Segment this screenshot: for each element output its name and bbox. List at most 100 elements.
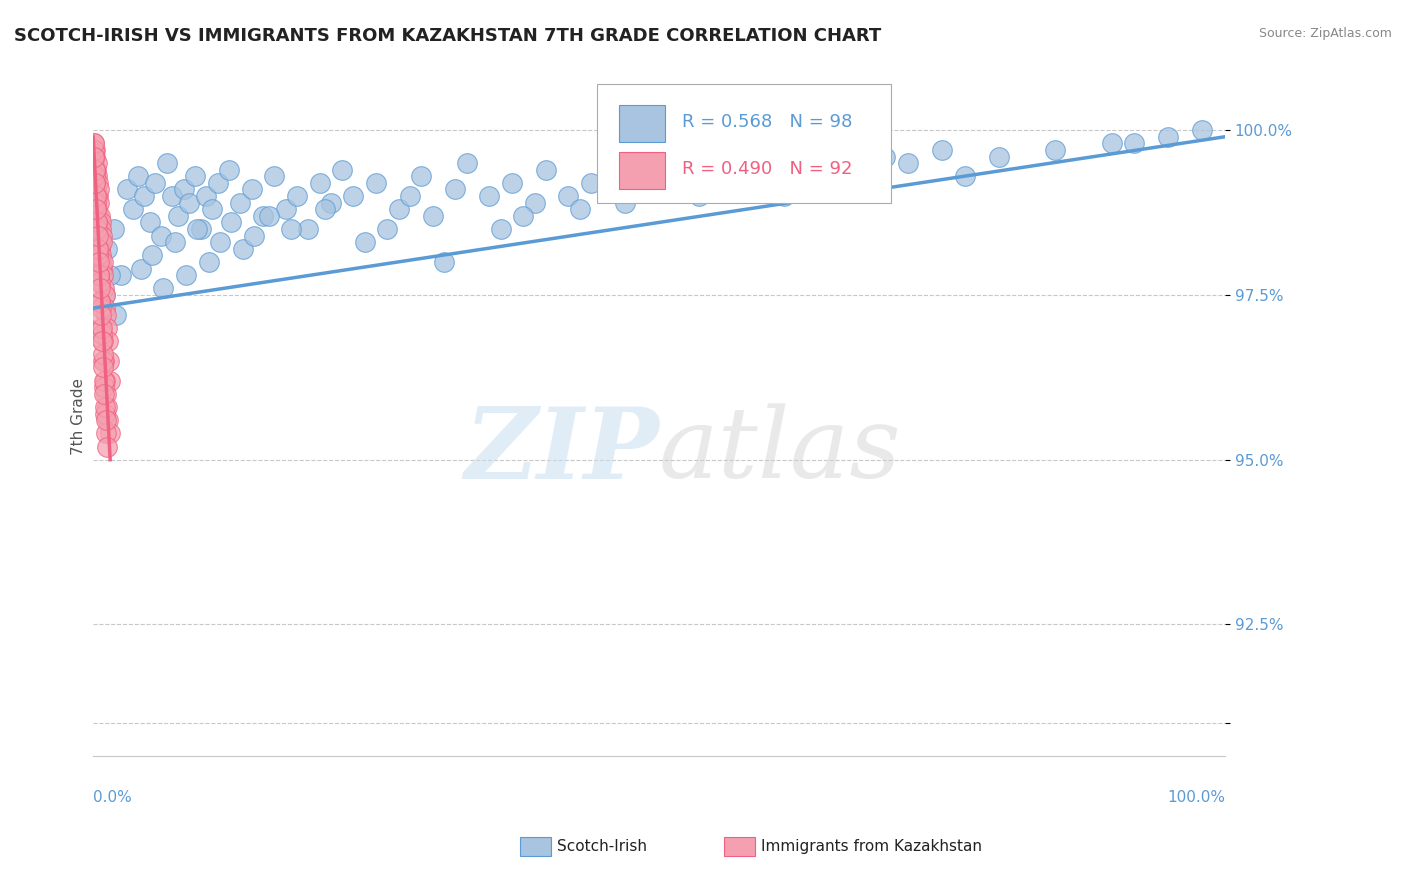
Text: 100.0%: 100.0% <box>1167 790 1225 805</box>
Point <box>86 215 108 229</box>
Point <box>308 176 330 190</box>
Point <box>89 294 111 309</box>
Point <box>84 195 107 210</box>
Point <box>90 255 112 269</box>
Y-axis label: 7th Grade: 7th Grade <box>72 378 86 456</box>
Point <box>162 189 184 203</box>
Point <box>179 195 201 210</box>
Point <box>83 149 105 163</box>
Point <box>90 301 112 315</box>
Point <box>738 162 761 177</box>
Point <box>93 288 115 302</box>
Point <box>87 228 110 243</box>
Point <box>86 228 108 243</box>
Point <box>841 162 863 177</box>
Point <box>96 400 118 414</box>
Point <box>87 222 110 236</box>
Point <box>201 202 224 217</box>
Point <box>90 327 112 342</box>
Point <box>523 195 546 210</box>
Point <box>87 242 110 256</box>
Point <box>478 189 501 203</box>
Point <box>83 143 105 157</box>
Point <box>93 268 115 282</box>
Point <box>89 235 111 250</box>
Point <box>1191 123 1213 137</box>
Point <box>364 176 387 190</box>
Point <box>1101 136 1123 151</box>
Point <box>603 162 626 177</box>
Point <box>987 149 1010 163</box>
Point <box>240 182 263 196</box>
Point <box>103 222 125 236</box>
Point <box>94 413 117 427</box>
Point <box>86 169 108 184</box>
Point <box>84 202 107 217</box>
Point <box>93 354 115 368</box>
Point <box>83 162 105 177</box>
Point <box>94 407 117 421</box>
FancyBboxPatch shape <box>596 84 891 203</box>
Point <box>86 215 108 229</box>
Point <box>97 334 120 348</box>
Point <box>91 235 114 250</box>
Point <box>90 228 112 243</box>
Point <box>83 169 105 184</box>
Point <box>89 195 111 210</box>
Point <box>84 169 107 184</box>
Point <box>93 374 115 388</box>
Point <box>207 176 229 190</box>
Text: R = 0.490   N = 92: R = 0.490 N = 92 <box>682 160 852 178</box>
Point <box>94 308 117 322</box>
Point <box>568 202 591 217</box>
Point <box>145 176 167 190</box>
Point <box>94 374 117 388</box>
Point <box>444 182 467 196</box>
Point <box>87 209 110 223</box>
Point <box>98 374 121 388</box>
Point <box>456 156 478 170</box>
Point <box>83 136 105 151</box>
Point <box>83 162 105 177</box>
Point <box>953 169 976 184</box>
Point <box>648 169 671 184</box>
Point <box>89 281 111 295</box>
Point <box>152 281 174 295</box>
Point <box>353 235 375 250</box>
Point <box>96 386 118 401</box>
Point <box>257 209 280 223</box>
Point <box>83 156 105 170</box>
Point <box>89 209 111 223</box>
Text: Immigrants from Kazakhstan: Immigrants from Kazakhstan <box>761 839 981 854</box>
Point <box>104 308 127 322</box>
Point <box>98 354 121 368</box>
Point <box>84 176 107 190</box>
Point <box>232 242 254 256</box>
Text: Source: ZipAtlas.com: Source: ZipAtlas.com <box>1258 27 1392 40</box>
Point <box>342 189 364 203</box>
Point <box>761 149 783 163</box>
Point <box>399 189 422 203</box>
Point <box>90 222 112 236</box>
Point <box>83 136 105 151</box>
Point <box>87 242 110 256</box>
Point <box>86 202 108 217</box>
Point <box>263 169 285 184</box>
Point <box>86 195 108 210</box>
Point <box>190 222 212 236</box>
Point <box>86 189 108 203</box>
Point <box>688 189 710 203</box>
Point <box>84 182 107 196</box>
Point <box>243 228 266 243</box>
Point <box>84 189 107 203</box>
Point <box>772 189 794 203</box>
Point <box>897 156 920 170</box>
Point <box>534 162 557 177</box>
Point <box>1123 136 1146 151</box>
Point <box>727 176 749 190</box>
Point <box>91 255 114 269</box>
Point <box>411 169 433 184</box>
Point <box>156 156 179 170</box>
Point <box>388 202 411 217</box>
Point <box>783 169 806 184</box>
